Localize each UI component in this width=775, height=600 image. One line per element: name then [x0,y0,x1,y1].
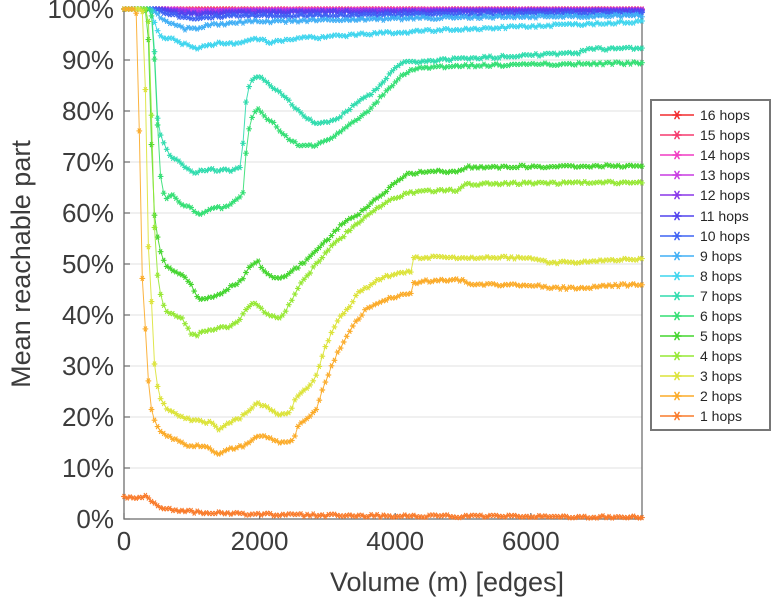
legend-asterisk-marker-icon [660,150,694,160]
legend-entry-11-hops: 11 hops [658,205,769,225]
y-tick-label: 50% [62,249,114,279]
x-tick-label: 0 [117,526,131,556]
legend-entry-13-hops: 13 hops [658,165,769,185]
gridlines [124,8,642,469]
asterisk-markers [121,6,645,457]
asterisk-markers [121,6,645,217]
series-3-hops [121,6,645,433]
series-2-hops [121,6,645,457]
legend-entry-12-hops: 12 hops [658,185,769,205]
y-tick-label: 100% [48,0,115,24]
legend-asterisk-marker-icon [660,231,694,240]
y-tick-label: 60% [62,198,114,228]
legend-label: 11 hops [700,207,749,224]
legend-entry-3-hops: 3 hops [658,366,769,386]
legend-asterisk-marker-icon [660,311,694,321]
legend-label: 12 hops [700,187,750,204]
legend-asterisk-marker-icon [660,251,694,261]
legend-label: 16 hops [700,107,750,124]
legend-asterisk-marker-icon [660,170,694,180]
legend-entry-16-hops: 16 hops [658,105,769,125]
x-tick-label: 2000 [231,526,289,556]
legend-entry-2-hops: 2 hops [658,386,769,406]
legend-asterisk-marker-icon [660,211,694,220]
y-tick-labels: 0% 10% 20% 30% 40% 50% 60% 70% 80% 90% 100% [48,0,115,534]
asterisk-markers [121,6,645,433]
legend-entry-7-hops: 7 hops [658,286,769,306]
x-tick-labels: 0 2000 4000 6000 [117,526,560,556]
legend-entry-10-hops: 10 hops [658,226,769,246]
legend-asterisk-marker-icon [660,271,694,281]
legend-label: 15 hops [700,127,750,144]
legend-entry-6-hops: 6 hops [658,306,769,326]
legend-asterisk-marker-icon [660,110,694,120]
series-10-hops [121,6,645,22]
data-series [121,6,645,521]
legend-asterisk-marker-icon [660,371,694,381]
x-tick-label: 4000 [366,526,424,556]
x-axis-title: Volume (m) [edges] [330,567,564,597]
legend-label: 7 hops [700,287,743,304]
legend-label: 1 hops [700,408,743,425]
legend-label: 3 hops [700,368,743,385]
legend-asterisk-marker-icon [660,130,694,140]
legend-asterisk-marker-icon [660,291,694,301]
legend-entry-5-hops: 5 hops [658,326,769,346]
y-tick-label: 40% [62,300,114,330]
series-7-hops [121,6,645,176]
legend-asterisk-marker-icon [660,351,694,361]
legend-entry-1-hops: 1 hops [658,406,769,426]
legend-label: 5 hops [700,328,743,345]
y-tick-label: 30% [62,351,114,381]
legend-label: 9 hops [700,247,743,264]
legend-entry-15-hops: 15 hops [658,125,769,145]
legend: 16 hops 15 hops 14 hops 13 hops 12 hops 11 ho… [650,99,771,431]
legend-entry-14-hops: 14 hops [658,145,769,165]
legend-entry-9-hops: 9 hops [658,246,769,266]
series-6-hops [121,6,645,217]
legend-asterisk-marker-icon [660,391,694,401]
legend-entry-4-hops: 4 hops [658,346,769,366]
y-tick-label: 10% [62,453,114,483]
y-axis-title: Mean reachable part [6,140,36,388]
legend-asterisk-marker-icon [660,331,694,341]
legend-label: 10 hops [700,227,750,244]
legend-asterisk-marker-icon [660,412,694,421]
legend-label: 13 hops [700,167,750,184]
y-tick-label: 20% [62,402,114,432]
series-1-hops [121,492,645,521]
y-tick-label: 80% [62,96,114,126]
legend-asterisk-marker-icon [660,191,694,200]
y-tick-label: 0% [76,504,114,534]
asterisk-markers [121,492,645,521]
legend-label: 4 hops [700,348,743,365]
y-tick-label: 90% [62,45,114,75]
legend-label: 14 hops [700,147,750,164]
legend-label: 8 hops [700,267,743,284]
legend-label: 6 hops [700,307,743,324]
legend-label: 2 hops [700,388,743,405]
y-tick-label: 70% [62,147,114,177]
legend-entry-8-hops: 8 hops [658,266,769,286]
x-tick-label: 6000 [502,526,560,556]
